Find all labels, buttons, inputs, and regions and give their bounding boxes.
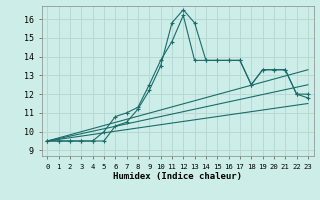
X-axis label: Humidex (Indice chaleur): Humidex (Indice chaleur): [113, 172, 242, 181]
